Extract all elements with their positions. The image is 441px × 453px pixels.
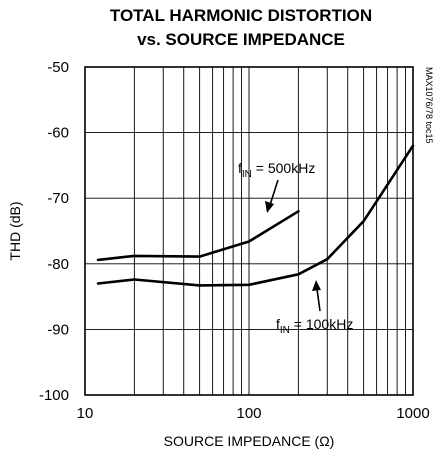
series-line-1 — [96, 144, 415, 287]
side-code: MAX1076/78 toc15 — [424, 67, 434, 144]
annotation-100khz: fIN = 100kHz — [276, 316, 353, 336]
x-tick-label: 10 — [77, 405, 94, 422]
annotation-100khz-f: f — [276, 316, 280, 332]
annotation-500khz-sub: IN — [242, 169, 252, 180]
y-tick-label: -80 — [47, 256, 69, 273]
y-tick-label: -50 — [47, 59, 69, 76]
annotation-100khz-arrow — [316, 288, 321, 312]
chart-subtitle: vs. SOURCE IMPEDANCE — [137, 30, 345, 49]
x-tick-label: 100 — [236, 405, 261, 422]
y-tick-label: -60 — [47, 125, 69, 142]
annotation-500khz-f: f — [238, 160, 242, 176]
annotation-500khz-arrowhead — [265, 201, 274, 213]
y-tick-label: -70 — [47, 190, 69, 207]
x-tick-label: 1000 — [396, 405, 429, 422]
y-axis-label: THD (dB) — [7, 201, 23, 260]
annotation-100khz-rest: = 100kHz — [290, 316, 353, 332]
tick-labels: -50 -60 -70 -80 -90 -100 10 100 1000 — [39, 59, 430, 422]
x-axis-label: SOURCE IMPEDANCE (Ω) — [164, 433, 335, 449]
annotation-500khz-arrow — [269, 179, 279, 206]
annotation-100khz-sub: IN — [280, 325, 290, 336]
series-line-0 — [96, 210, 300, 262]
y-tick-label: -90 — [47, 321, 69, 338]
series-lines — [96, 144, 415, 287]
annotation-500khz-rest: = 500kHz — [252, 160, 315, 176]
chart-title: TOTAL HARMONIC DISTORTION — [110, 6, 372, 25]
annotation-100khz-arrowhead — [312, 280, 321, 291]
annotation-500khz: fIN = 500kHz — [238, 160, 315, 180]
plot-grid — [85, 67, 413, 395]
y-tick-label: -100 — [39, 387, 69, 404]
plot-frame — [84, 66, 414, 396]
